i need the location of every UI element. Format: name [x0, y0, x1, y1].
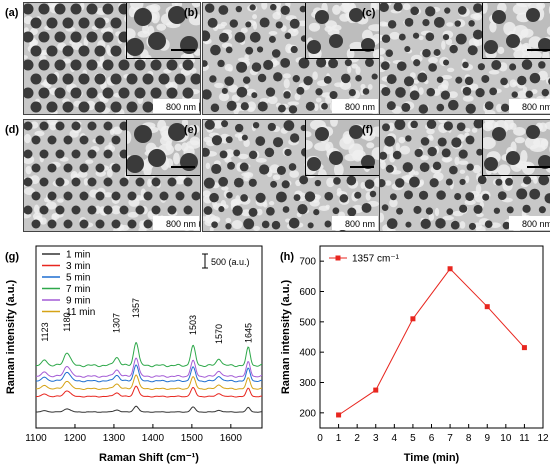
legend-label: 7 min: [66, 284, 90, 295]
spectrum-line: [35, 357, 263, 378]
y-axis-label: Raman intensity (a.u.): [280, 280, 292, 395]
zoom-inset: [482, 120, 550, 176]
zoom-inset: [482, 3, 550, 59]
panel-label: (f): [362, 124, 373, 136]
x-tick-label: 7: [447, 433, 453, 444]
peak-label: 1123: [40, 322, 50, 341]
x-tick-label: 9: [484, 433, 490, 444]
data-point: [521, 345, 527, 351]
scale-bar-box: [153, 99, 199, 113]
plot-frame: [35, 245, 263, 429]
x-tick-label: 1200: [64, 433, 87, 444]
peak-label: 1357: [131, 298, 141, 318]
panel-label: (e): [184, 124, 198, 136]
x-tick-label: 1400: [142, 433, 165, 444]
panel-label: (b): [184, 7, 199, 19]
zoom-inset: [305, 3, 379, 59]
sem-panel: 800 nm: [23, 2, 201, 115]
series-line: [338, 268, 525, 416]
legend-label: 1 min: [66, 250, 90, 261]
legend-label: 11 min: [66, 307, 95, 318]
y-axis-label: Raman intensity (a.u.): [5, 280, 17, 395]
plot-frame: [319, 245, 544, 429]
panel-label: (c): [362, 7, 376, 19]
peak-label: 1645: [243, 323, 253, 343]
legend-label: 1357 cm⁻¹: [352, 254, 400, 265]
raman-spectra-chart: (g) 1100 1200 1300 1400 1500 1600 Raman Shift (…: [5, 245, 263, 464]
zoom-inset: [126, 3, 200, 59]
spectrum-line: [36, 405, 263, 413]
zoom-inset: [126, 120, 200, 176]
y-tick-label: 500: [299, 317, 316, 328]
x-axis-label: Time (min): [404, 452, 460, 464]
spectrum-line: [35, 342, 263, 368]
x-tick-label: 1600: [220, 433, 243, 444]
scale-bar-label: 800 nm: [165, 102, 196, 112]
x-tick-label: 2: [354, 433, 360, 444]
scale-bar-box: [332, 216, 378, 230]
sem-panel: 800 nm: [23, 119, 201, 232]
legend-label: 9 min: [66, 296, 90, 307]
peak-label: 1307: [112, 313, 122, 333]
spectrum-line: [35, 364, 263, 383]
zoom-inset: [305, 120, 379, 176]
x-axis-label: Raman Shift (cm⁻¹): [99, 452, 199, 464]
scale-bar-label: 800 nm: [521, 219, 550, 229]
spectrum-line: [36, 374, 263, 391]
y-tick-label: 600: [299, 287, 316, 298]
y-tick-label: 400: [299, 348, 316, 359]
data-point: [484, 304, 490, 310]
scale-bar-box: [153, 216, 199, 230]
legend-label: 5 min: [66, 273, 90, 284]
x-tick-label: 1: [336, 433, 342, 444]
sem-panel: 800 nm: [379, 2, 550, 115]
legend-marker: [335, 255, 341, 261]
peak-label: 1570: [214, 324, 224, 344]
peak-label: 1180: [62, 312, 72, 331]
x-tick-label: 4: [392, 433, 398, 444]
panel-label: (h): [280, 251, 294, 263]
y-tick-label: 200: [299, 408, 316, 419]
x-tick-label: 3: [373, 433, 379, 444]
x-tick-label: 6: [429, 433, 435, 444]
x-tick-label: 0: [317, 433, 323, 444]
scale-bar-label: 800 nm: [344, 219, 375, 229]
x-tick-label: 11: [519, 433, 530, 444]
scale-bar-box: [509, 99, 550, 113]
x-tick-label: 12: [537, 433, 549, 444]
panel-label: (a): [5, 7, 19, 19]
scale-bar-label: 800 nm: [344, 102, 375, 112]
sem-panel: 800 nm: [379, 119, 550, 232]
data-point: [410, 316, 416, 322]
sem-panel: 800 nm: [202, 119, 380, 232]
panel-label: (g): [5, 251, 19, 263]
x-tick-label: 1100: [25, 433, 47, 444]
intensity-scale-label: 500 (a.u.): [211, 257, 250, 267]
legend-label: 3 min: [66, 261, 90, 272]
y-tick-label: 300: [299, 378, 316, 389]
scale-bar-box: [509, 216, 550, 230]
panel-label: (d): [5, 124, 20, 136]
intensity-time-chart: (h)0 1 2 3 4 5 6 7 8 9 10 11 12200300400500600700Tim…: [280, 245, 549, 464]
x-tick-label: 1300: [103, 433, 126, 444]
x-tick-label: 10: [500, 433, 512, 444]
y-tick-label: 700: [299, 257, 316, 268]
sem-panel: 800 nm: [202, 2, 380, 115]
peak-label: 1503: [188, 315, 198, 335]
x-tick-label: 5: [410, 433, 416, 444]
scale-bar-label: 800 nm: [165, 219, 196, 229]
x-tick-label: 8: [466, 433, 472, 444]
spectrum-line: [35, 385, 263, 398]
data-point: [373, 387, 379, 393]
scale-bar-label: 800 nm: [521, 102, 550, 112]
x-tick-label: 1500: [181, 433, 204, 444]
data-point: [447, 266, 453, 272]
scale-bar-box: [332, 99, 378, 113]
data-point: [336, 412, 342, 418]
